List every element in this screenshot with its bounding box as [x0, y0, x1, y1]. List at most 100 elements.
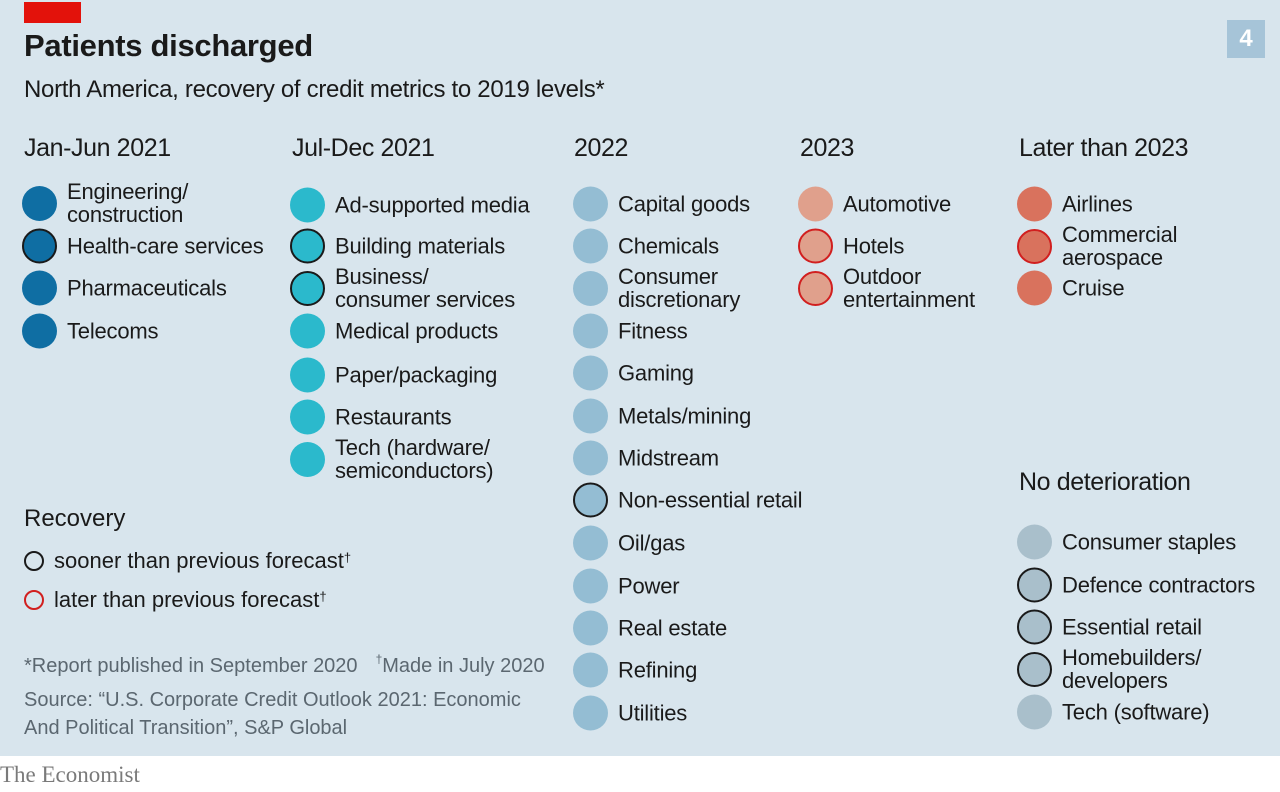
category-label: Medical products: [335, 318, 499, 344]
category-label: Hotels: [843, 233, 905, 259]
category-dot: [573, 228, 608, 264]
category-dot: [573, 482, 608, 518]
category-item-metals-mining: Metals/mining: [573, 398, 752, 434]
category-item-defence-contractors: Defence contractors: [1017, 567, 1256, 603]
category-item-consumer-staples: Consumer staples: [1017, 524, 1237, 560]
chart-subtitle: North America, recovery of credit metric…: [24, 76, 605, 103]
category-label: Outdoor entertainment: [843, 264, 975, 312]
economist-wordmark: The Economist: [0, 762, 140, 787]
category-label: Refining: [618, 657, 698, 683]
category-label: Midstream: [618, 445, 719, 471]
category-label: Cruise: [1062, 275, 1125, 301]
column-heading-2023: 2023: [800, 134, 855, 162]
category-dot: [1017, 228, 1052, 264]
category-dot: [573, 652, 608, 688]
category-item-building-materials: Building materials: [290, 228, 505, 264]
category-item-medical-products: Medical products: [290, 313, 499, 349]
category-item-ad-supported-media: Ad-supported media: [290, 187, 530, 223]
category-dot: [22, 228, 57, 264]
category-dot: [573, 186, 608, 222]
category-dot: [573, 440, 608, 476]
chart-number-badge: 4: [1227, 20, 1265, 58]
category-item-homebuilders-developers: Homebuilders/ developers: [1017, 646, 1201, 692]
category-dot: [290, 441, 325, 477]
dagger-mark: †: [375, 652, 383, 666]
category-dot: [290, 270, 325, 306]
category-label: Paper/packaging: [335, 362, 498, 388]
category-item-commercial-aerospace: Commercial aerospace: [1017, 223, 1178, 269]
category-item-power: Power: [573, 568, 680, 604]
category-item-oil-gas: Oil/gas: [573, 525, 686, 561]
category-dot: [573, 525, 608, 561]
category-dot: [573, 313, 608, 349]
category-label: Health-care services: [67, 233, 264, 259]
category-label: Chemicals: [618, 233, 719, 259]
category-item-refining: Refining: [573, 652, 698, 688]
category-item-consumer-discretionary: Consumer discretionary: [573, 265, 740, 311]
category-dot: [290, 187, 325, 223]
category-dot: [1017, 567, 1052, 603]
chart-title: Patients discharged: [24, 28, 313, 63]
black-ring-icon: [24, 551, 44, 571]
category-dot: [798, 228, 833, 264]
category-item-capital-goods: Capital goods: [573, 186, 750, 222]
category-item-business-consumer-services: Business/ consumer services: [290, 265, 515, 311]
category-label: Restaurants: [335, 404, 452, 430]
category-dot: [1017, 186, 1052, 222]
category-label: Homebuilders/ developers: [1062, 645, 1202, 693]
category-dot: [573, 610, 608, 646]
category-label: Consumer staples: [1062, 529, 1237, 555]
category-item-pharmaceuticals: Pharmaceuticals: [22, 270, 227, 306]
category-item-paper-packaging: Paper/packaging: [290, 357, 498, 393]
category-dot: [22, 313, 57, 349]
category-item-chemicals: Chemicals: [573, 228, 719, 264]
category-dot: [573, 270, 608, 306]
category-label: Metals/mining: [618, 403, 752, 429]
category-item-telecoms: Telecoms: [22, 313, 159, 349]
category-dot: [290, 313, 325, 349]
category-item-tech-hardware-semiconductors: Tech (hardware/ semiconductors): [290, 435, 494, 483]
category-label: Defence contractors: [1062, 572, 1256, 598]
category-label: Airlines: [1062, 191, 1133, 217]
category-label: Telecoms: [67, 318, 159, 344]
dagger-mark: †: [319, 588, 327, 604]
category-dot: [1017, 609, 1052, 645]
footnote: *Report published in September 2020 †Made…: [24, 652, 545, 678]
category-dot: [22, 270, 57, 306]
legend-later-label: later than previous forecast: [54, 587, 320, 612]
category-label: Automotive: [843, 191, 952, 217]
category-item-tech-software: Tech (software): [1017, 694, 1210, 730]
category-label: Capital goods: [618, 191, 750, 217]
category-item-midstream: Midstream: [573, 440, 719, 476]
category-dot: [1017, 694, 1052, 730]
category-item-airlines: Airlines: [1017, 186, 1133, 222]
dagger-mark: †: [343, 549, 352, 565]
category-dot: [573, 398, 608, 434]
category-label: Tech (hardware/ semiconductors): [335, 435, 494, 483]
category-item-gaming: Gaming: [573, 355, 694, 391]
category-item-health-care-services: Health-care services: [22, 228, 264, 264]
category-item-outdoor-entertainment: Outdoor entertainment: [798, 265, 975, 311]
category-item-cruise: Cruise: [1017, 270, 1125, 306]
category-dot: [798, 270, 833, 306]
category-label: Real estate: [618, 615, 728, 641]
category-dot: [573, 355, 608, 391]
column-heading-no-deterioration: No deterioration: [1019, 468, 1191, 496]
column-heading-later-than-2023: Later than 2023: [1019, 134, 1189, 162]
legend-sooner: sooner than previous forecast †: [24, 548, 351, 574]
column-heading-jan-jun-2021: Jan-Jun 2021: [24, 134, 171, 162]
category-label: Oil/gas: [618, 530, 686, 556]
category-label: Tech (software): [1062, 699, 1210, 725]
category-item-engineering-construction: Engineering/ construction: [22, 180, 188, 226]
brand-red-bar: [24, 2, 81, 23]
category-item-essential-retail: Essential retail: [1017, 609, 1202, 645]
legend-heading: Recovery: [24, 505, 126, 532]
legend-later: later than previous forecast †: [24, 587, 327, 613]
category-dot: [1017, 270, 1052, 306]
column-heading-jul-dec-2021: Jul-Dec 2021: [292, 134, 435, 162]
category-dot: [1017, 651, 1052, 687]
column-heading-2022: 2022: [574, 134, 629, 162]
category-label: Business/ consumer services: [335, 264, 515, 312]
category-label: Essential retail: [1062, 614, 1202, 640]
footnote-report: *Report published in September 2020: [24, 655, 358, 677]
